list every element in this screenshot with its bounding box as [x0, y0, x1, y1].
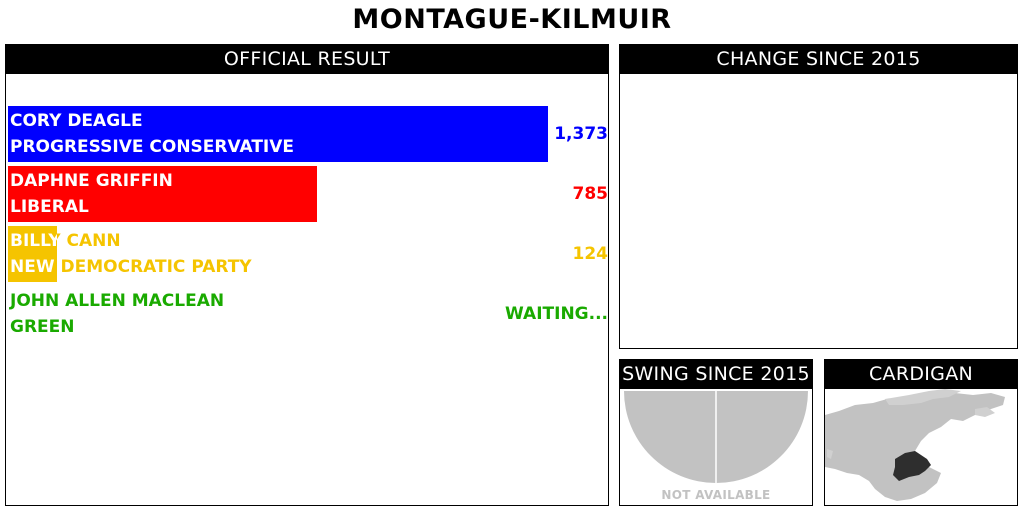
- candidate-row: DAPHNE GRIFFIN LIBERAL 785: [8, 166, 608, 222]
- page-title: MONTAGUE-KILMUIR: [352, 4, 672, 35]
- change-panel: CHANGE SINCE 2015: [619, 44, 1018, 349]
- candidate-party: NEW DEMOCRATIC PARTY: [10, 257, 252, 277]
- change-header: CHANGE SINCE 2015: [620, 45, 1017, 74]
- candidate-votes: 124: [572, 244, 609, 264]
- swing-panel: SWING SINCE 2015 NOT AVAILABLE: [619, 359, 813, 506]
- swing-header: SWING SINCE 2015: [620, 360, 812, 389]
- official-result-panel: OFFICIAL RESULT CORY DEAGLE PROGRESSIVE …: [5, 44, 609, 506]
- candidate-name: DAPHNE GRIFFIN: [10, 171, 173, 191]
- candidate-votes: 1,373: [554, 124, 608, 144]
- region-map: [825, 389, 1005, 501]
- candidate-party: LIBERAL: [10, 197, 89, 217]
- candidate-party: GREEN: [10, 317, 75, 337]
- swing-gauge: [624, 391, 808, 483]
- region-map-panel: CARDIGAN: [824, 359, 1018, 506]
- region-island: [827, 449, 833, 459]
- candidate-row: CORY DEAGLE PROGRESSIVE CONSERVATIVE 1,3…: [8, 106, 608, 162]
- vote-bar: [8, 166, 317, 222]
- vote-bar: [8, 226, 57, 282]
- region-landmass: [825, 393, 1005, 501]
- official-result-header: OFFICIAL RESULT: [6, 45, 608, 74]
- candidate-row: JOHN ALLEN MACLEAN GREEN WAITING...: [8, 286, 608, 342]
- candidate-votes: 785: [572, 184, 609, 204]
- candidate-name: CORY DEAGLE: [10, 111, 143, 131]
- vote-bar: [8, 106, 548, 162]
- candidate-name: JOHN ALLEN MACLEAN: [10, 291, 225, 311]
- candidate-row: BILLY CANN NEW DEMOCRATIC PARTY 124: [8, 226, 608, 282]
- region-header: CARDIGAN: [825, 360, 1017, 389]
- region-island: [975, 407, 995, 417]
- candidate-party: PROGRESSIVE CONSERVATIVE: [10, 137, 295, 157]
- region-landmass-north: [885, 389, 961, 405]
- candidate-votes: WAITING...: [505, 304, 608, 324]
- riding-highlight: [893, 451, 931, 481]
- candidate-name: BILLY CANN: [10, 231, 121, 251]
- swing-status: NOT AVAILABLE: [661, 488, 771, 502]
